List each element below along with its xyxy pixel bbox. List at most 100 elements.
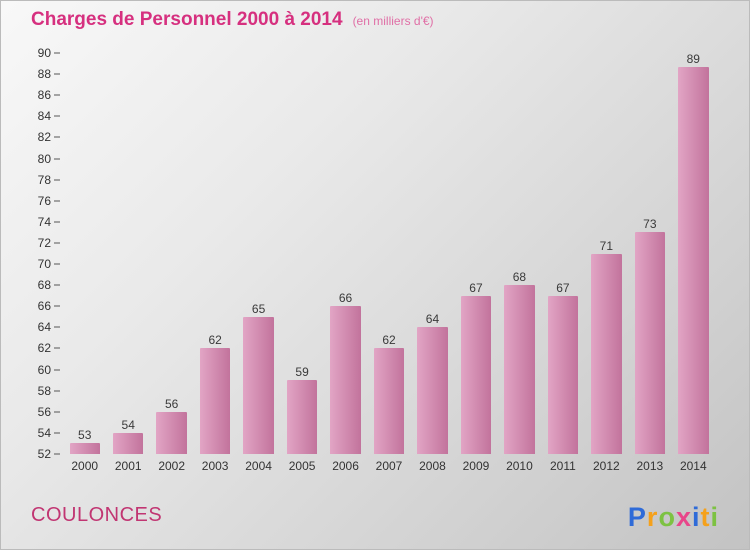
plot-area: 53 54 56 62 65 59 66 62 64 67 68 67 71 73 89 90 88 86 84 8… <box>38 47 715 460</box>
logo-letter: x <box>675 502 692 532</box>
bar-column: 71 <box>585 53 628 454</box>
bars-container: 53 54 56 62 65 59 66 62 64 67 68 67 71 73 89 <box>63 53 715 454</box>
y-tick-mark <box>54 305 60 307</box>
bar-column: 56 <box>150 53 193 454</box>
y-tick-mark <box>54 369 60 371</box>
y-tick-label: 76 <box>37 193 51 208</box>
bar <box>591 253 622 454</box>
x-tick-label: 2000 <box>71 459 99 473</box>
logo-letter: r <box>646 502 659 532</box>
bar-value-label: 62 <box>208 333 222 348</box>
bar-value-label: 62 <box>382 333 396 348</box>
y-tick-label: 64 <box>37 320 51 335</box>
y-tick-label: 62 <box>37 341 51 356</box>
x-tick-label: 2005 <box>288 459 316 473</box>
bar-column: 62 <box>193 53 236 454</box>
logo-letter: i <box>691 502 701 532</box>
bar <box>504 285 535 454</box>
bar-column: 53 <box>63 53 106 454</box>
bar-value-label: 64 <box>425 312 440 327</box>
y-tick-mark <box>54 94 60 96</box>
bar <box>373 348 405 454</box>
y-tick-label: 54 <box>37 425 51 440</box>
y-tick-mark <box>54 242 60 244</box>
x-tick-label: 2010 <box>506 459 533 473</box>
y-tick-mark <box>54 73 60 75</box>
y-tick-label: 70 <box>37 257 51 272</box>
bar-column: 59 <box>280 53 323 454</box>
x-tick-label: 2014 <box>679 459 707 473</box>
bar <box>330 306 361 454</box>
y-tick-mark <box>54 390 60 392</box>
x-tick-label: 2003 <box>201 459 229 473</box>
bar-value-label: 71 <box>599 238 614 253</box>
logo-letter: P <box>627 502 647 532</box>
y-tick-mark <box>54 52 60 54</box>
bar-column: 89 <box>672 53 715 454</box>
y-tick-label: 58 <box>37 383 51 398</box>
x-tick-label: 2008 <box>419 459 446 473</box>
x-axis-labels: 2000 2001 2002 2003 2004 2005 2006 2007 2008 2009… <box>63 459 715 477</box>
proxiti-logo: Proxiti <box>628 502 719 533</box>
x-tick-label: 2004 <box>245 459 272 473</box>
bar-value-label: 53 <box>78 428 92 443</box>
bar-column: 66 <box>324 53 367 454</box>
y-tick-label: 56 <box>37 404 51 419</box>
bar-value-label: 67 <box>556 280 570 295</box>
bar-value-label: 59 <box>295 365 309 380</box>
bar-value-label: 67 <box>469 280 483 295</box>
bar <box>156 411 187 454</box>
bar-value-label: 54 <box>121 417 135 432</box>
y-tick-label: 90 <box>37 46 51 60</box>
bar <box>547 295 579 454</box>
y-tick-mark <box>54 200 60 202</box>
chart-title: Charges de Personnel 2000 à 2014 <box>31 9 343 30</box>
y-tick-label: 88 <box>37 67 51 82</box>
y-tick-mark <box>54 432 60 434</box>
y-tick-label: 52 <box>37 447 51 461</box>
bar-column: 54 <box>106 53 149 454</box>
company-name: COULONCES <box>31 504 163 526</box>
y-tick-label: 78 <box>37 172 51 187</box>
x-tick-label: 2013 <box>636 459 664 473</box>
bar <box>112 432 144 454</box>
bar-column: 64 <box>411 53 454 454</box>
bar-value-label: 89 <box>686 52 700 66</box>
bar-column: 67 <box>541 53 584 454</box>
bar <box>69 443 100 454</box>
bar-column: 68 <box>498 53 541 454</box>
y-tick-label: 74 <box>37 214 51 229</box>
y-tick-label: 84 <box>37 109 51 124</box>
y-tick-label: 60 <box>37 362 51 377</box>
chart-header: Charges de Personnel 2000 à 2014 (en mil… <box>31 9 434 31</box>
bar <box>199 348 231 454</box>
y-tick-mark <box>54 158 60 160</box>
bar-value-label: 68 <box>512 270 527 285</box>
bar <box>460 295 492 454</box>
y-tick-mark <box>54 263 60 265</box>
bar-column: 62 <box>367 53 410 454</box>
bar <box>417 327 448 454</box>
x-tick-label: 2006 <box>332 459 359 473</box>
y-tick-mark <box>54 347 60 349</box>
y-tick-label: 66 <box>37 299 51 314</box>
logo-letter: i <box>710 502 719 532</box>
bar <box>243 316 274 454</box>
y-tick-mark <box>54 136 60 138</box>
y-tick-mark <box>54 284 60 286</box>
x-tick-label: 2002 <box>158 459 186 473</box>
bar-column: 65 <box>237 53 280 454</box>
logo-letter: t <box>700 502 711 532</box>
x-tick-label: 2012 <box>593 459 620 473</box>
logo-letter: o <box>658 502 676 532</box>
bar-column: 73 <box>628 53 671 454</box>
x-tick-label: 2001 <box>114 459 142 473</box>
y-tick-label: 80 <box>37 151 51 166</box>
chart-subtitle: (en milliers d'€) <box>352 14 434 28</box>
x-tick-label: 2011 <box>549 459 576 473</box>
y-tick-label: 68 <box>37 278 51 293</box>
x-tick-label: 2009 <box>462 459 490 473</box>
y-tick-label: 72 <box>37 235 51 250</box>
y-tick-mark <box>54 411 60 413</box>
